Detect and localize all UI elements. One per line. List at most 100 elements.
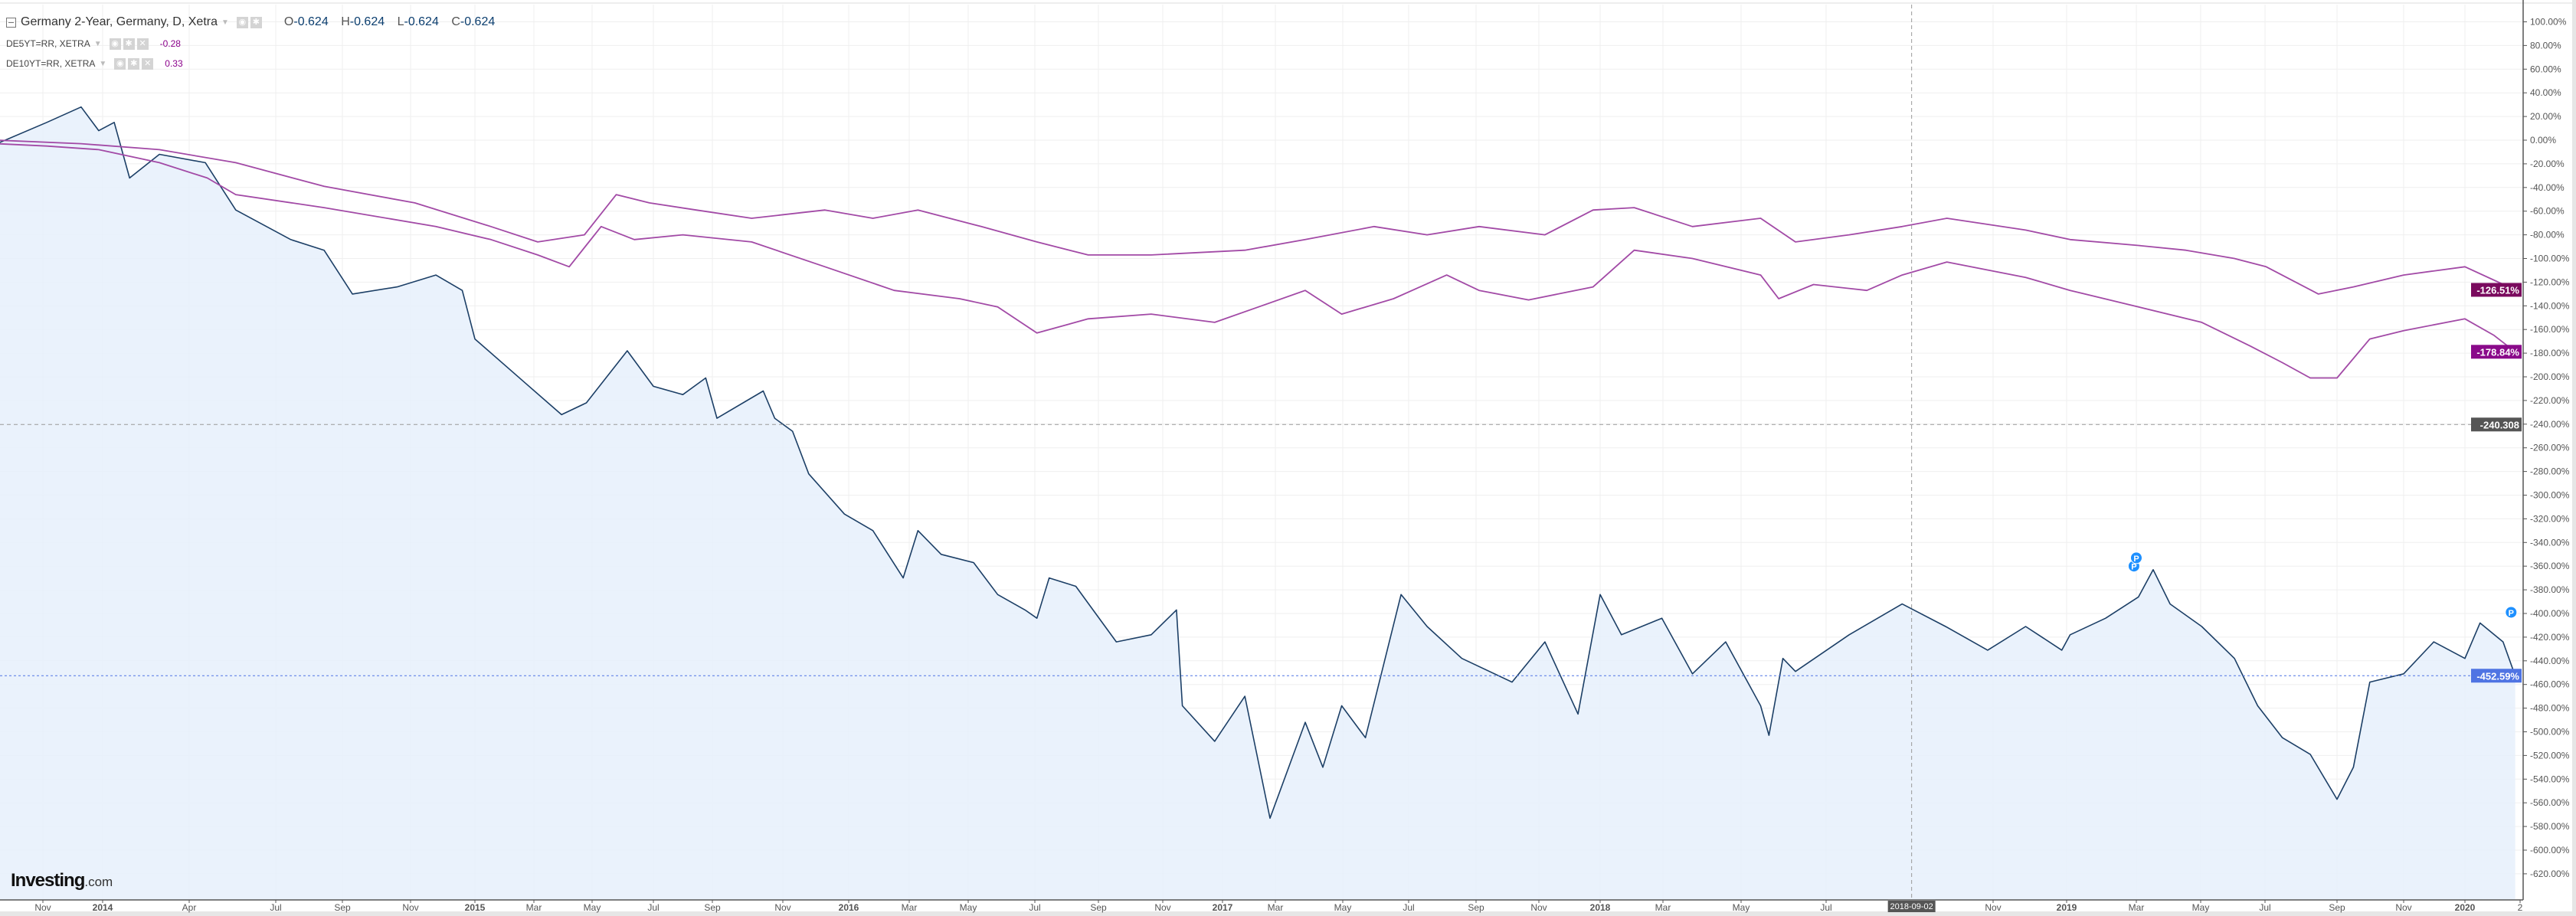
chart-legend: Germany 2-Year, Germany, D, Xetra ▼ ◉ ✱ … [6, 11, 495, 74]
y-axis-tick-label: -200.00% [2530, 371, 2570, 382]
y-axis-tick-label: 80.00% [2530, 40, 2561, 51]
x-axis-tick-label: Mar [1655, 902, 1671, 913]
low-value: -0.624 [404, 15, 439, 28]
logo-brand: Investing [11, 870, 85, 891]
marker-p-icon[interactable]: P [2130, 551, 2142, 564]
value-tag-bg [2471, 345, 2522, 359]
y-axis-tick-label: -500.00% [2530, 727, 2570, 738]
close-icon[interactable]: ✕ [136, 38, 149, 50]
x-axis-tick-label: May [960, 902, 977, 913]
ohlc-values: O-0.624 H-0.624 L-0.624 C-0.624 [275, 15, 495, 29]
legend-study-de5yt: DE5YT=RR, XETRA ▼ ◉ ✱ ✕ -0.28 [6, 34, 495, 54]
y-axis-tick-label: -220.00% [2530, 395, 2570, 406]
y-axis-tick-label: -180.00% [2530, 348, 2570, 358]
open-value: -0.624 [293, 15, 329, 28]
close-icon[interactable]: ✕ [142, 57, 154, 70]
date-tag-bg [1887, 901, 1936, 912]
x-axis-tick-label: Sep [334, 902, 351, 913]
marker-label: P [2509, 609, 2514, 618]
value-tag-text: -452.59% [2476, 670, 2519, 682]
y-axis-tick-label: -540.00% [2530, 774, 2570, 784]
legend-main-series: Germany 2-Year, Germany, D, Xetra ▼ ◉ ✱ … [6, 11, 495, 34]
gear-icon[interactable]: ✱ [123, 38, 135, 50]
x-axis-tick-label: 2017 [1213, 902, 1233, 913]
value-tag-bg [2471, 417, 2522, 432]
high-label: H [341, 15, 350, 28]
y-axis-tick-label: 100.00% [2530, 17, 2567, 28]
x-axis-tick-label: Apr [182, 902, 197, 913]
y-axis-tick-label: -60.00% [2530, 206, 2565, 217]
x-axis-tick-label: Jul [1029, 902, 1040, 913]
y-axis-tick-label: -40.00% [2530, 182, 2565, 193]
y-axis-tick-label: 60.00% [2530, 64, 2561, 74]
marker-label: P [2133, 555, 2139, 564]
x-axis-tick-label: Sep [1468, 902, 1484, 913]
crosshair-date-tag: 2018-09-02 [1887, 901, 1936, 912]
x-axis-tick-label: May [1334, 902, 1352, 913]
y-axis-tick-label: -520.00% [2530, 750, 2570, 761]
legend-study-de10yt: DE10YT=RR, XETRA ▼ ◉ ✱ ✕ 0.33 [6, 54, 495, 74]
marker-circle[interactable] [2505, 606, 2518, 619]
open-label: O [283, 15, 294, 28]
high-value: -0.624 [349, 15, 385, 28]
y-axis-tick-label: -360.00% [2530, 561, 2570, 571]
caret-down-icon[interactable]: ▼ [221, 18, 229, 27]
series-line-1[interactable] [0, 139, 2515, 295]
x-axis-tick-label: Nov [1530, 902, 1547, 913]
marker-label: P [2131, 563, 2136, 572]
last-value-tag-0: -452.59% [2471, 669, 2522, 683]
x-axis-tick-label: 2 [2518, 902, 2523, 913]
low-label: L [397, 15, 404, 28]
x-axis-tick-label: May [584, 902, 601, 913]
crosshair-price-tag: -240.308 [2471, 417, 2522, 432]
caret-down-icon[interactable]: ▼ [93, 39, 102, 48]
y-axis-tick-label: -480.00% [2530, 703, 2570, 714]
y-axis-tick-label: -580.00% [2530, 821, 2570, 832]
x-axis-tick-label: Sep [1090, 902, 1107, 913]
y-axis-tick-label: -400.00% [2530, 608, 2570, 619]
x-axis-tick-label: Jul [2259, 902, 2270, 913]
x-axis-tick-label: May [1733, 902, 1750, 913]
eye-icon[interactable]: ◉ [236, 16, 248, 28]
series-area-fill [0, 106, 2515, 900]
marker-p-icon[interactable]: P [2505, 606, 2518, 619]
series-line-0[interactable] [0, 106, 2516, 819]
x-axis-tick-label: Mar [1268, 902, 1284, 913]
close-value: -0.624 [460, 15, 496, 28]
y-axis-tick-label: -560.00% [2530, 797, 2570, 808]
main-series-title[interactable]: Germany 2-Year, Germany, D, Xetra [21, 15, 218, 28]
y-axis-tick-label: -460.00% [2530, 679, 2570, 690]
y-axis-tick-label: 40.00% [2530, 87, 2561, 98]
caret-down-icon[interactable]: ▼ [99, 59, 107, 68]
gear-icon[interactable]: ✱ [250, 16, 262, 28]
x-axis-tick-label: 2018 [1590, 902, 1611, 913]
bottom-strip [0, 911, 2576, 916]
y-axis-tick-label: -20.00% [2530, 159, 2565, 169]
y-axis-tick-label: -260.00% [2530, 443, 2570, 453]
y-axis-tick-label: -340.00% [2530, 537, 2570, 548]
x-axis-tick-label: Nov [1154, 902, 1170, 913]
x-axis-tick-label: Jul [270, 902, 281, 913]
x-axis-tick-label: Mar [902, 902, 918, 913]
y-axis-tick-label: -240.00% [2530, 419, 2570, 430]
study-value: 0.33 [165, 58, 183, 69]
y-axis-tick-label: -440.00% [2530, 656, 2570, 666]
x-axis-tick-label: 2015 [465, 902, 486, 913]
series-line-2[interactable] [0, 142, 2516, 379]
x-axis-tick-label: Sep [704, 902, 721, 913]
last-value-tag-2: -178.84% [2471, 345, 2522, 359]
study-name[interactable]: DE10YT=RR, XETRA [6, 58, 96, 69]
y-axis-tick-label: -100.00% [2530, 254, 2570, 264]
minus-square-icon[interactable] [6, 17, 16, 28]
logo-suffix: .com [84, 875, 113, 889]
study-name[interactable]: DE5YT=RR, XETRA [6, 38, 90, 49]
gear-icon[interactable]: ✱ [128, 57, 140, 70]
eye-icon[interactable]: ◉ [109, 38, 121, 50]
marker-circle[interactable] [2130, 551, 2142, 564]
x-axis-tick-label: Nov [774, 902, 790, 913]
y-axis-tick-label: -80.00% [2530, 230, 2565, 240]
y-axis-tick-label: -300.00% [2530, 490, 2570, 501]
eye-icon[interactable]: ◉ [114, 57, 126, 70]
right-strip [2572, 0, 2576, 916]
